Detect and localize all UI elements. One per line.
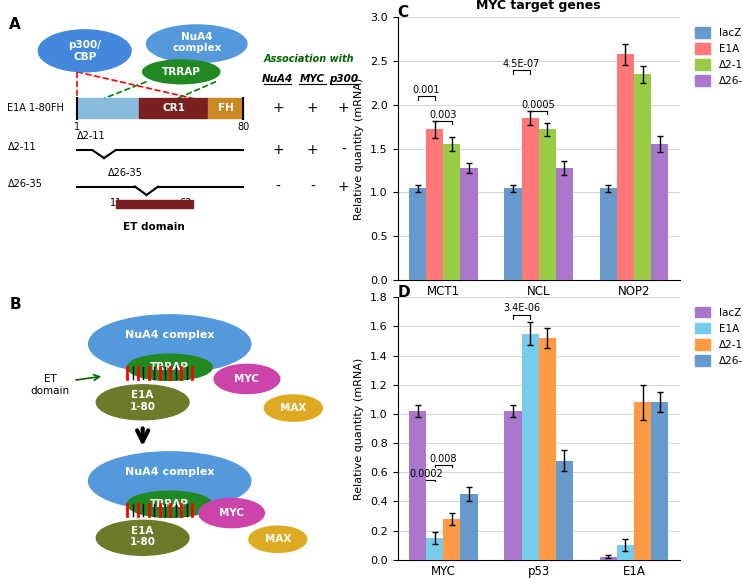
Bar [539, 129, 556, 280]
Text: MAX: MAX [280, 403, 307, 413]
Bar [444, 519, 461, 560]
Text: TRRAP: TRRAP [150, 499, 189, 510]
Bar [426, 129, 444, 280]
Text: -: - [311, 180, 315, 194]
Ellipse shape [265, 395, 322, 421]
Text: +: + [307, 143, 319, 157]
Text: -: - [276, 180, 280, 194]
Ellipse shape [214, 364, 280, 394]
Ellipse shape [249, 526, 307, 553]
Text: 80: 80 [237, 122, 249, 132]
Bar [634, 74, 651, 280]
Text: CR1: CR1 [162, 103, 185, 113]
Bar [556, 461, 573, 560]
Text: NuA4
complex: NuA4 complex [172, 31, 221, 53]
Text: FH: FH [218, 103, 233, 113]
Text: p300: p300 [329, 74, 358, 84]
FancyBboxPatch shape [116, 200, 193, 208]
Text: +: + [272, 143, 284, 157]
Bar [409, 188, 426, 280]
Text: +: + [272, 101, 284, 115]
FancyBboxPatch shape [139, 99, 208, 118]
Text: Δ26-35: Δ26-35 [7, 179, 42, 189]
Legend: lacZ, E1A 1-80FH, Δ2-11, Δ26-35: lacZ, E1A 1-80FH, Δ2-11, Δ26-35 [691, 23, 743, 90]
Text: 11: 11 [109, 198, 122, 208]
Ellipse shape [146, 25, 247, 63]
Bar [651, 145, 669, 280]
Bar [539, 338, 556, 560]
Text: B: B [10, 297, 21, 312]
Bar [444, 145, 461, 280]
Bar [617, 545, 634, 560]
Text: MYC: MYC [235, 374, 259, 384]
Bar [556, 168, 573, 280]
Ellipse shape [88, 452, 251, 510]
Bar [651, 402, 669, 560]
Text: E1A 1-80FH: E1A 1-80FH [7, 103, 65, 113]
Text: +: + [338, 101, 349, 115]
Text: +: + [307, 101, 319, 115]
Text: MYC: MYC [219, 508, 244, 518]
Text: 3.4E-06: 3.4E-06 [503, 304, 540, 314]
Text: Δ26-35: Δ26-35 [108, 167, 143, 178]
Text: NuA4: NuA4 [262, 74, 293, 84]
Text: D: D [398, 285, 410, 300]
Ellipse shape [127, 354, 212, 380]
Text: MAX: MAX [265, 534, 291, 545]
Bar [522, 333, 539, 560]
Text: -: - [341, 143, 346, 157]
FancyBboxPatch shape [77, 99, 139, 118]
Text: E1A
1-80: E1A 1-80 [130, 390, 155, 412]
Text: Association with: Association with [264, 54, 354, 64]
Title: MYC target genes: MYC target genes [476, 0, 601, 12]
Bar [409, 411, 426, 560]
Text: A: A [10, 17, 21, 32]
Text: 0.001: 0.001 [412, 85, 440, 95]
Bar [617, 54, 634, 280]
Bar [600, 188, 617, 280]
Text: 0.003: 0.003 [429, 110, 457, 120]
Bar [461, 168, 478, 280]
Ellipse shape [88, 315, 251, 373]
Bar [634, 402, 651, 560]
Text: NuA4 complex: NuA4 complex [125, 467, 215, 477]
Ellipse shape [127, 491, 212, 518]
Text: E1A
1-80: E1A 1-80 [130, 525, 155, 547]
Text: 0.008: 0.008 [429, 454, 457, 465]
Text: Δ2-11: Δ2-11 [7, 142, 36, 152]
Bar [426, 538, 444, 560]
Text: NuA4 complex: NuA4 complex [125, 330, 215, 340]
Y-axis label: Relative quantity (mRNA): Relative quantity (mRNA) [354, 357, 365, 500]
Bar [504, 411, 522, 560]
Y-axis label: Relative quantity (mRNA): Relative quantity (mRNA) [354, 78, 365, 220]
Text: 1: 1 [74, 122, 80, 132]
Text: C: C [398, 5, 409, 20]
Ellipse shape [97, 385, 189, 420]
Text: TRRAP: TRRAP [150, 362, 189, 373]
Text: ET domain: ET domain [123, 222, 185, 231]
FancyBboxPatch shape [208, 99, 243, 118]
Text: ET
domain: ET domain [30, 374, 70, 396]
Text: Δ2-11: Δ2-11 [77, 131, 106, 141]
Text: 4.5E-07: 4.5E-07 [503, 59, 540, 69]
Ellipse shape [39, 30, 131, 72]
Text: MYC: MYC [300, 74, 325, 84]
Ellipse shape [97, 520, 189, 555]
Bar [461, 494, 478, 560]
Bar [504, 188, 522, 280]
Text: 0.0005: 0.0005 [522, 100, 556, 110]
Legend: lacZ, E1A 1-80FH, Δ2-11, Δ26-35: lacZ, E1A 1-80FH, Δ2-11, Δ26-35 [691, 303, 743, 370]
Text: TRRAP: TRRAP [162, 67, 201, 77]
Text: 62: 62 [179, 198, 192, 208]
Text: +: + [338, 180, 349, 194]
Ellipse shape [143, 60, 220, 84]
Bar [600, 557, 617, 560]
Text: p300/
CBP: p300/ CBP [68, 40, 101, 62]
Bar [522, 118, 539, 280]
Text: 0.0002: 0.0002 [409, 469, 443, 479]
Ellipse shape [198, 498, 265, 528]
